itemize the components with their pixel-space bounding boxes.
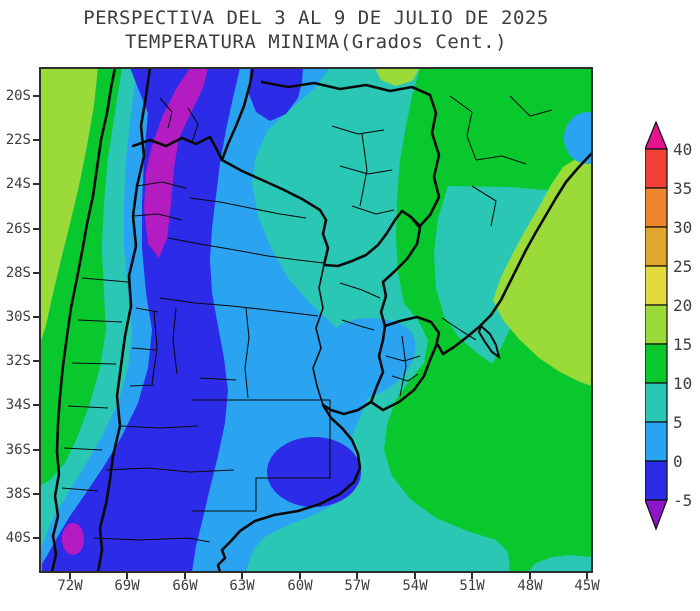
colorbar-label: 10 (673, 374, 692, 393)
tick-mark (33, 272, 40, 274)
region-coastal-chile-5-10 (40, 68, 137, 550)
colorbar-segment (645, 421, 668, 462)
tick-mark (356, 572, 358, 579)
colorbar-segment (645, 265, 668, 306)
colorbar-segment (645, 304, 668, 345)
colorbar-segment (645, 343, 668, 384)
y-axis-label: 30S (5, 309, 31, 325)
temperature-contour-map (40, 68, 592, 572)
colorbar-segment (645, 187, 668, 228)
x-axis-label: 48W (517, 578, 543, 594)
y-axis-label: 22S (5, 132, 31, 148)
x-axis-label: 45W (574, 578, 600, 594)
colorbar-label: 40 (673, 140, 692, 159)
y-axis-label: 20S (5, 88, 31, 104)
tick-mark (33, 449, 40, 451)
region-top-notch-15-20 (375, 68, 420, 86)
chile-argentina-border (96, 68, 152, 572)
tick-mark (33, 139, 40, 141)
tick-mark (471, 572, 473, 579)
y-axis-label: 36S (5, 442, 31, 458)
patos-lagoon-outline (477, 324, 501, 360)
colorbar-label: 25 (673, 257, 692, 276)
bolivia-border (131, 68, 255, 162)
colorbar-label: 35 (673, 179, 692, 198)
colorbar-label: 5 (673, 413, 683, 432)
tick-mark (299, 572, 301, 579)
tick-mark (33, 404, 40, 406)
region-offshore-brazil-15-20 (493, 158, 592, 386)
tick-mark (33, 316, 40, 318)
tick-mark (241, 572, 243, 579)
country-borders (50, 68, 592, 572)
paraguay-brazil-border (260, 80, 441, 228)
brazil-atlantic-coastline (436, 151, 592, 356)
tick-mark (69, 572, 71, 579)
y-axis-label: 34S (5, 397, 31, 413)
tick-mark (33, 493, 40, 495)
map-plot-area (40, 68, 592, 572)
map-filled-regions (40, 68, 592, 572)
tick-mark (33, 95, 40, 97)
colorbar-label: 30 (673, 218, 692, 237)
uruguay-border (369, 315, 441, 412)
title-line-2: TEMPERATURA MINIMA(Grados Cent.) (124, 31, 508, 53)
colorbar-label: 20 (673, 296, 692, 315)
colorbar-segment (645, 460, 668, 501)
x-axis-label: 72W (57, 578, 83, 594)
region-cordoba-blob-minus5-0 (178, 316, 206, 350)
colorbar-arrow-top (645, 121, 668, 150)
region-andes-minus5-0 (42, 68, 240, 572)
x-axis-label: 63W (229, 578, 255, 594)
region-pacific-15-20 (40, 68, 98, 344)
colorbar-legend: 40 35 30 25 20 15 10 5 0 -5 (645, 121, 692, 531)
tick-mark (586, 572, 588, 579)
tick-mark (414, 572, 416, 579)
x-axis-label: 51W (459, 578, 485, 594)
region-andes-below-minus5 (144, 68, 208, 258)
tick-mark (33, 360, 40, 362)
province-border-lines (61, 95, 553, 543)
province-borders (61, 95, 553, 543)
page-title: PERSPECTIVA DEL 3 AL 9 DE JULIO DE 2025 … (0, 6, 632, 54)
y-axis-label: 38S (5, 486, 31, 502)
colorbar-segment (645, 226, 668, 267)
colorbar-label: 15 (673, 335, 692, 354)
colorbar-label: -5 (673, 491, 692, 510)
colorbar-arrow-bottom (645, 499, 668, 531)
x-axis-label: 54W (402, 578, 428, 594)
x-axis-label: 60W (287, 578, 313, 594)
y-axis-label: 26S (5, 221, 31, 237)
parana-river-line (312, 264, 325, 406)
tick-mark (529, 572, 531, 579)
tick-mark (33, 537, 40, 539)
x-axis-label: 57W (344, 578, 370, 594)
region-patagonia-below-minus5 (62, 523, 84, 555)
colorbar-segment (645, 148, 668, 189)
y-axis-label: 40S (5, 530, 31, 546)
region-right-edge-0-5 (564, 112, 592, 164)
tick-mark (33, 183, 40, 185)
tick-mark (33, 228, 40, 230)
tick-mark (126, 572, 128, 579)
y-axis-label: 24S (5, 176, 31, 192)
pacific-coastline (50, 68, 117, 572)
y-axis-label: 32S (5, 353, 31, 369)
region-uruguay-0-5 (327, 318, 416, 401)
rio-de-la-plata-coastline (216, 400, 373, 572)
colorbar-segment (645, 382, 668, 423)
region-se-corner-5-10 (528, 555, 592, 572)
x-axis-label: 69W (114, 578, 140, 594)
colorbar-label: 0 (673, 452, 683, 471)
y-axis-label: 28S (5, 265, 31, 281)
tick-mark (184, 572, 186, 579)
region-buenosaires-blob-minus5-0 (267, 437, 361, 507)
title-line-1: PERSPECTIVA DEL 3 AL 9 DE JULIO DE 2025 (83, 7, 549, 29)
x-axis-label: 66W (172, 578, 198, 594)
